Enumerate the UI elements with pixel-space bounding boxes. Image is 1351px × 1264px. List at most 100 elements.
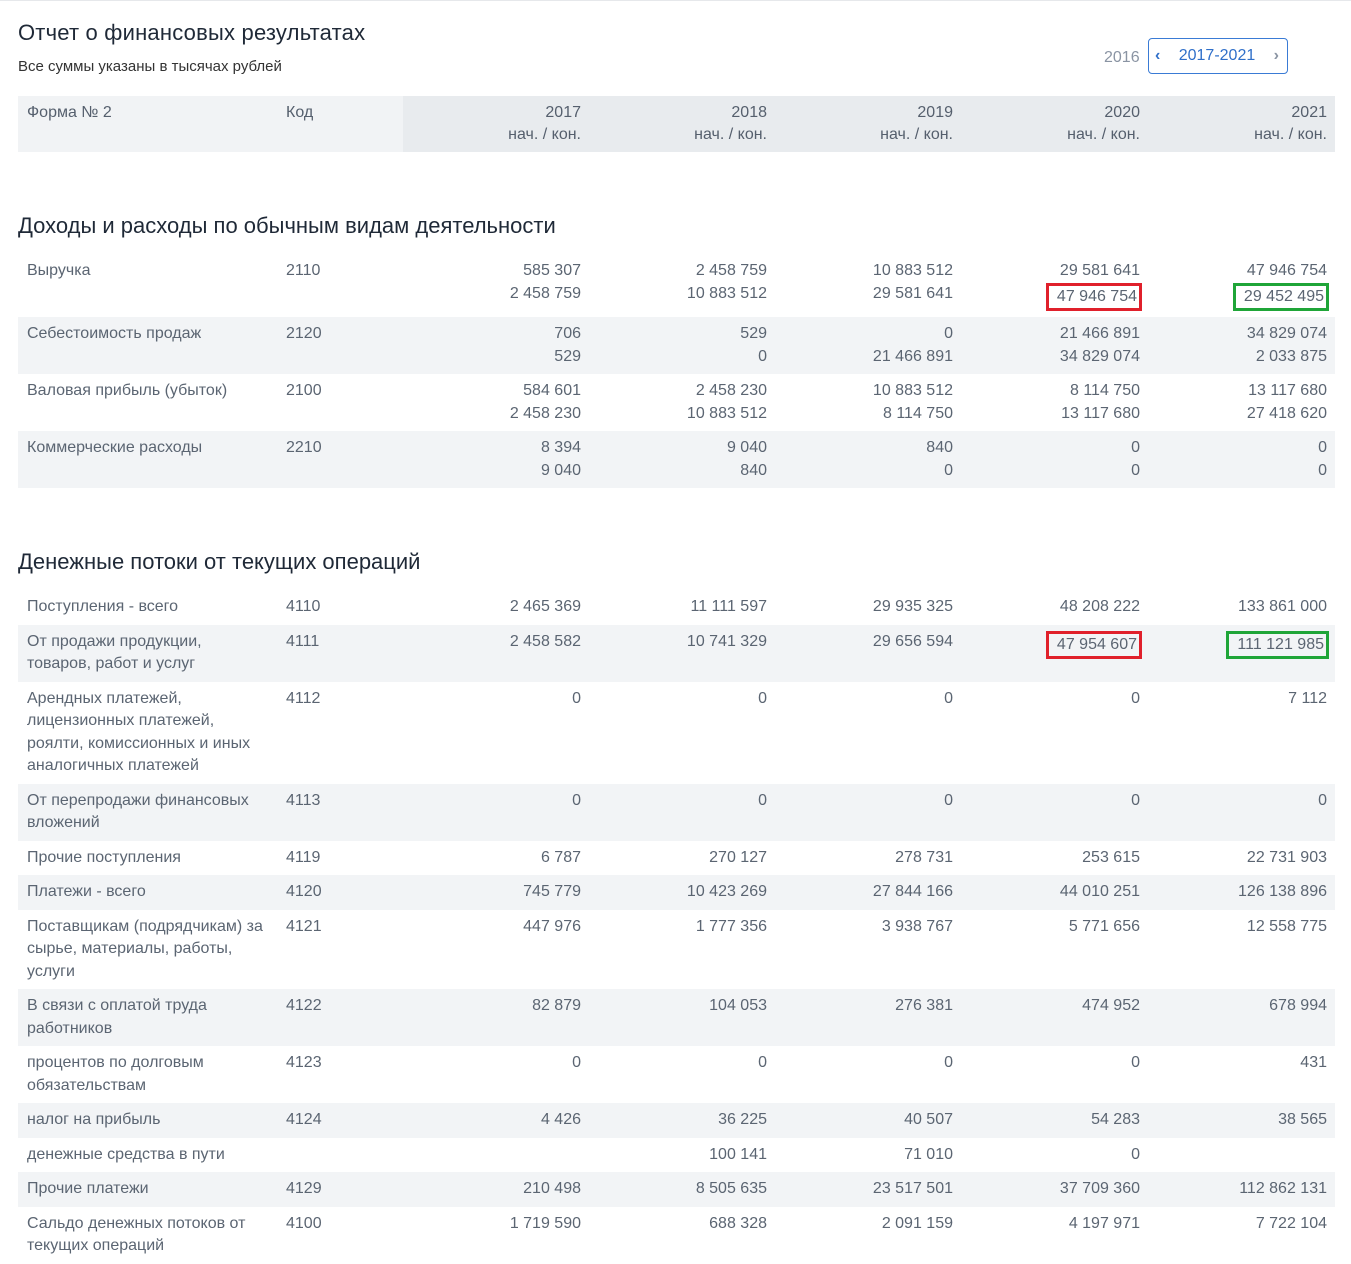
value-cell: 585 307 2 458 759	[403, 254, 589, 317]
value-end: 0	[1318, 461, 1327, 479]
highlight-box-red: 47 954 607	[1045, 630, 1142, 659]
value-cell: 9 040 840	[589, 431, 775, 488]
header-year: 2021 нач. / кон.	[1148, 96, 1335, 152]
value: 0	[944, 1054, 953, 1071]
chevron-right-icon[interactable]: ›	[1273, 47, 1279, 64]
value-cell: 706 529	[403, 317, 589, 374]
value-start: 10 883 512	[872, 262, 953, 279]
value-start: 2 458 759	[695, 262, 767, 279]
value: 0	[1131, 1145, 1140, 1163]
value: 7 722 104	[1255, 1214, 1327, 1232]
value-start: 0	[1131, 439, 1140, 456]
value-start: 21 466 891	[1059, 325, 1140, 342]
row-code: 2120	[277, 317, 403, 374]
row-label: налог на прибыль	[18, 1103, 277, 1138]
value: 10 423 269	[686, 883, 767, 900]
row-code: 2210	[277, 431, 403, 488]
value: 2 091 159	[881, 1214, 953, 1232]
value-end-wrap: 10 883 512	[589, 403, 767, 426]
value-cell: 253 615	[961, 841, 1148, 876]
value-start: 0	[944, 325, 953, 342]
value-start: 0	[1318, 439, 1327, 456]
value-cell: 0	[775, 1046, 961, 1103]
row-label: Прочие платежи	[18, 1172, 277, 1207]
value-end-wrap: 0	[775, 460, 953, 483]
row-label: Поступления - всего	[27, 598, 179, 615]
value-cell: 529 0	[589, 317, 775, 374]
chevron-left-icon[interactable]: ‹	[1155, 47, 1161, 64]
value-cell: 7 722 104	[1148, 1207, 1335, 1264]
row-code: 4113	[277, 783, 403, 841]
value-cell: 111 121 985	[1148, 624, 1335, 682]
row-code	[277, 1138, 403, 1173]
value: 82 879	[532, 997, 581, 1014]
row-code: 4122	[277, 989, 403, 1046]
value: 0	[1318, 791, 1327, 809]
value-end-wrap: 0	[589, 346, 767, 369]
value-cell: 8 114 750 13 117 680	[961, 374, 1148, 431]
row-code: 2110	[286, 262, 321, 279]
page-subtitle: Все суммы указаны в тысячах рублей	[18, 58, 282, 75]
value-start: 840	[926, 439, 953, 456]
value-end-wrap: 10 883 512	[589, 283, 767, 306]
row-label: Коммерческие расходы	[18, 431, 277, 488]
value: 11 111 597	[690, 598, 767, 615]
value-cell: 270 127	[589, 841, 775, 876]
row-label: Прочие поступления	[27, 848, 181, 866]
value-end: 10 883 512	[686, 404, 767, 422]
value-end: 9 040	[540, 461, 581, 479]
row-label: От продажи продукции, товаров, работ и у…	[18, 624, 277, 682]
value: 6 787	[540, 848, 581, 866]
value: 37 709 360	[1059, 1180, 1140, 1197]
value-cell: 0 21 466 891	[775, 317, 961, 374]
row-code: 4112	[286, 689, 321, 707]
row-label: процентов по долговым обязательствам	[27, 1054, 204, 1094]
value: 276 381	[895, 997, 953, 1014]
prev-year-link[interactable]: 2016	[1104, 49, 1140, 66]
value: 270 127	[709, 848, 767, 866]
value-cell: 34 829 074 2 033 875	[1148, 317, 1335, 374]
value-cell: 0	[1148, 783, 1335, 841]
row-code: 4111	[277, 624, 403, 682]
value: 54 283	[1091, 1111, 1140, 1128]
row-code: 4123	[286, 1054, 322, 1071]
header-year: 2020 нач. / кон.	[961, 96, 1148, 152]
year-range-selector[interactable]: ‹ 2017-2021 ›	[1148, 38, 1288, 74]
value: 4 197 971	[1068, 1214, 1140, 1232]
value-cell: 38 565	[1148, 1103, 1335, 1138]
value-cell: 22 731 903	[1148, 841, 1335, 876]
value-cell: 474 952	[961, 989, 1148, 1046]
table-row: От перепродажи финансовых вложений 4113 0 0…	[18, 783, 1335, 841]
value-cell: 0	[403, 1046, 589, 1103]
value: 4 426	[540, 1111, 581, 1128]
value: 2 465 369	[509, 598, 581, 615]
value-start: 8 394	[540, 439, 581, 456]
section-title: Доходы и расходы по обычным видам деятел…	[18, 213, 556, 238]
value-end-wrap: 2 458 230	[403, 403, 581, 426]
value: 0	[758, 689, 767, 707]
value-end: 27 418 620	[1246, 404, 1327, 422]
value-end: 13 117 680	[1061, 404, 1140, 422]
value: 2 458 582	[509, 632, 581, 650]
value: 29 656 594	[872, 632, 953, 650]
year-range-label: 2017-2021	[1178, 47, 1256, 64]
value-end-wrap: 0	[1148, 460, 1327, 483]
value-end: 0	[758, 347, 767, 365]
top-divider	[0, 0, 1351, 1]
value-cell: 210 498	[403, 1172, 589, 1207]
value-cell: 12 558 775	[1148, 910, 1335, 990]
value: 1 719 590	[509, 1214, 581, 1232]
table-row: Прочие платежи 4129 210 498 8 505 635 23 517…	[18, 1172, 1335, 1207]
value-cell: 447 976	[403, 910, 589, 990]
value-cell: 104 053	[589, 989, 775, 1046]
header-code: Код	[277, 96, 403, 152]
value-cell: 10 423 269	[589, 875, 775, 910]
section-title-row: Доходы и расходы по обычным видам деятел…	[18, 192, 1335, 254]
value-cell	[1148, 1138, 1335, 1173]
value-end: 8 114 750	[883, 404, 953, 422]
value: 29 935 325	[872, 598, 953, 615]
value-cell: 11 111 597	[589, 590, 775, 625]
row-code: 4121	[286, 917, 322, 935]
value: 112 862 131	[1239, 1180, 1327, 1197]
